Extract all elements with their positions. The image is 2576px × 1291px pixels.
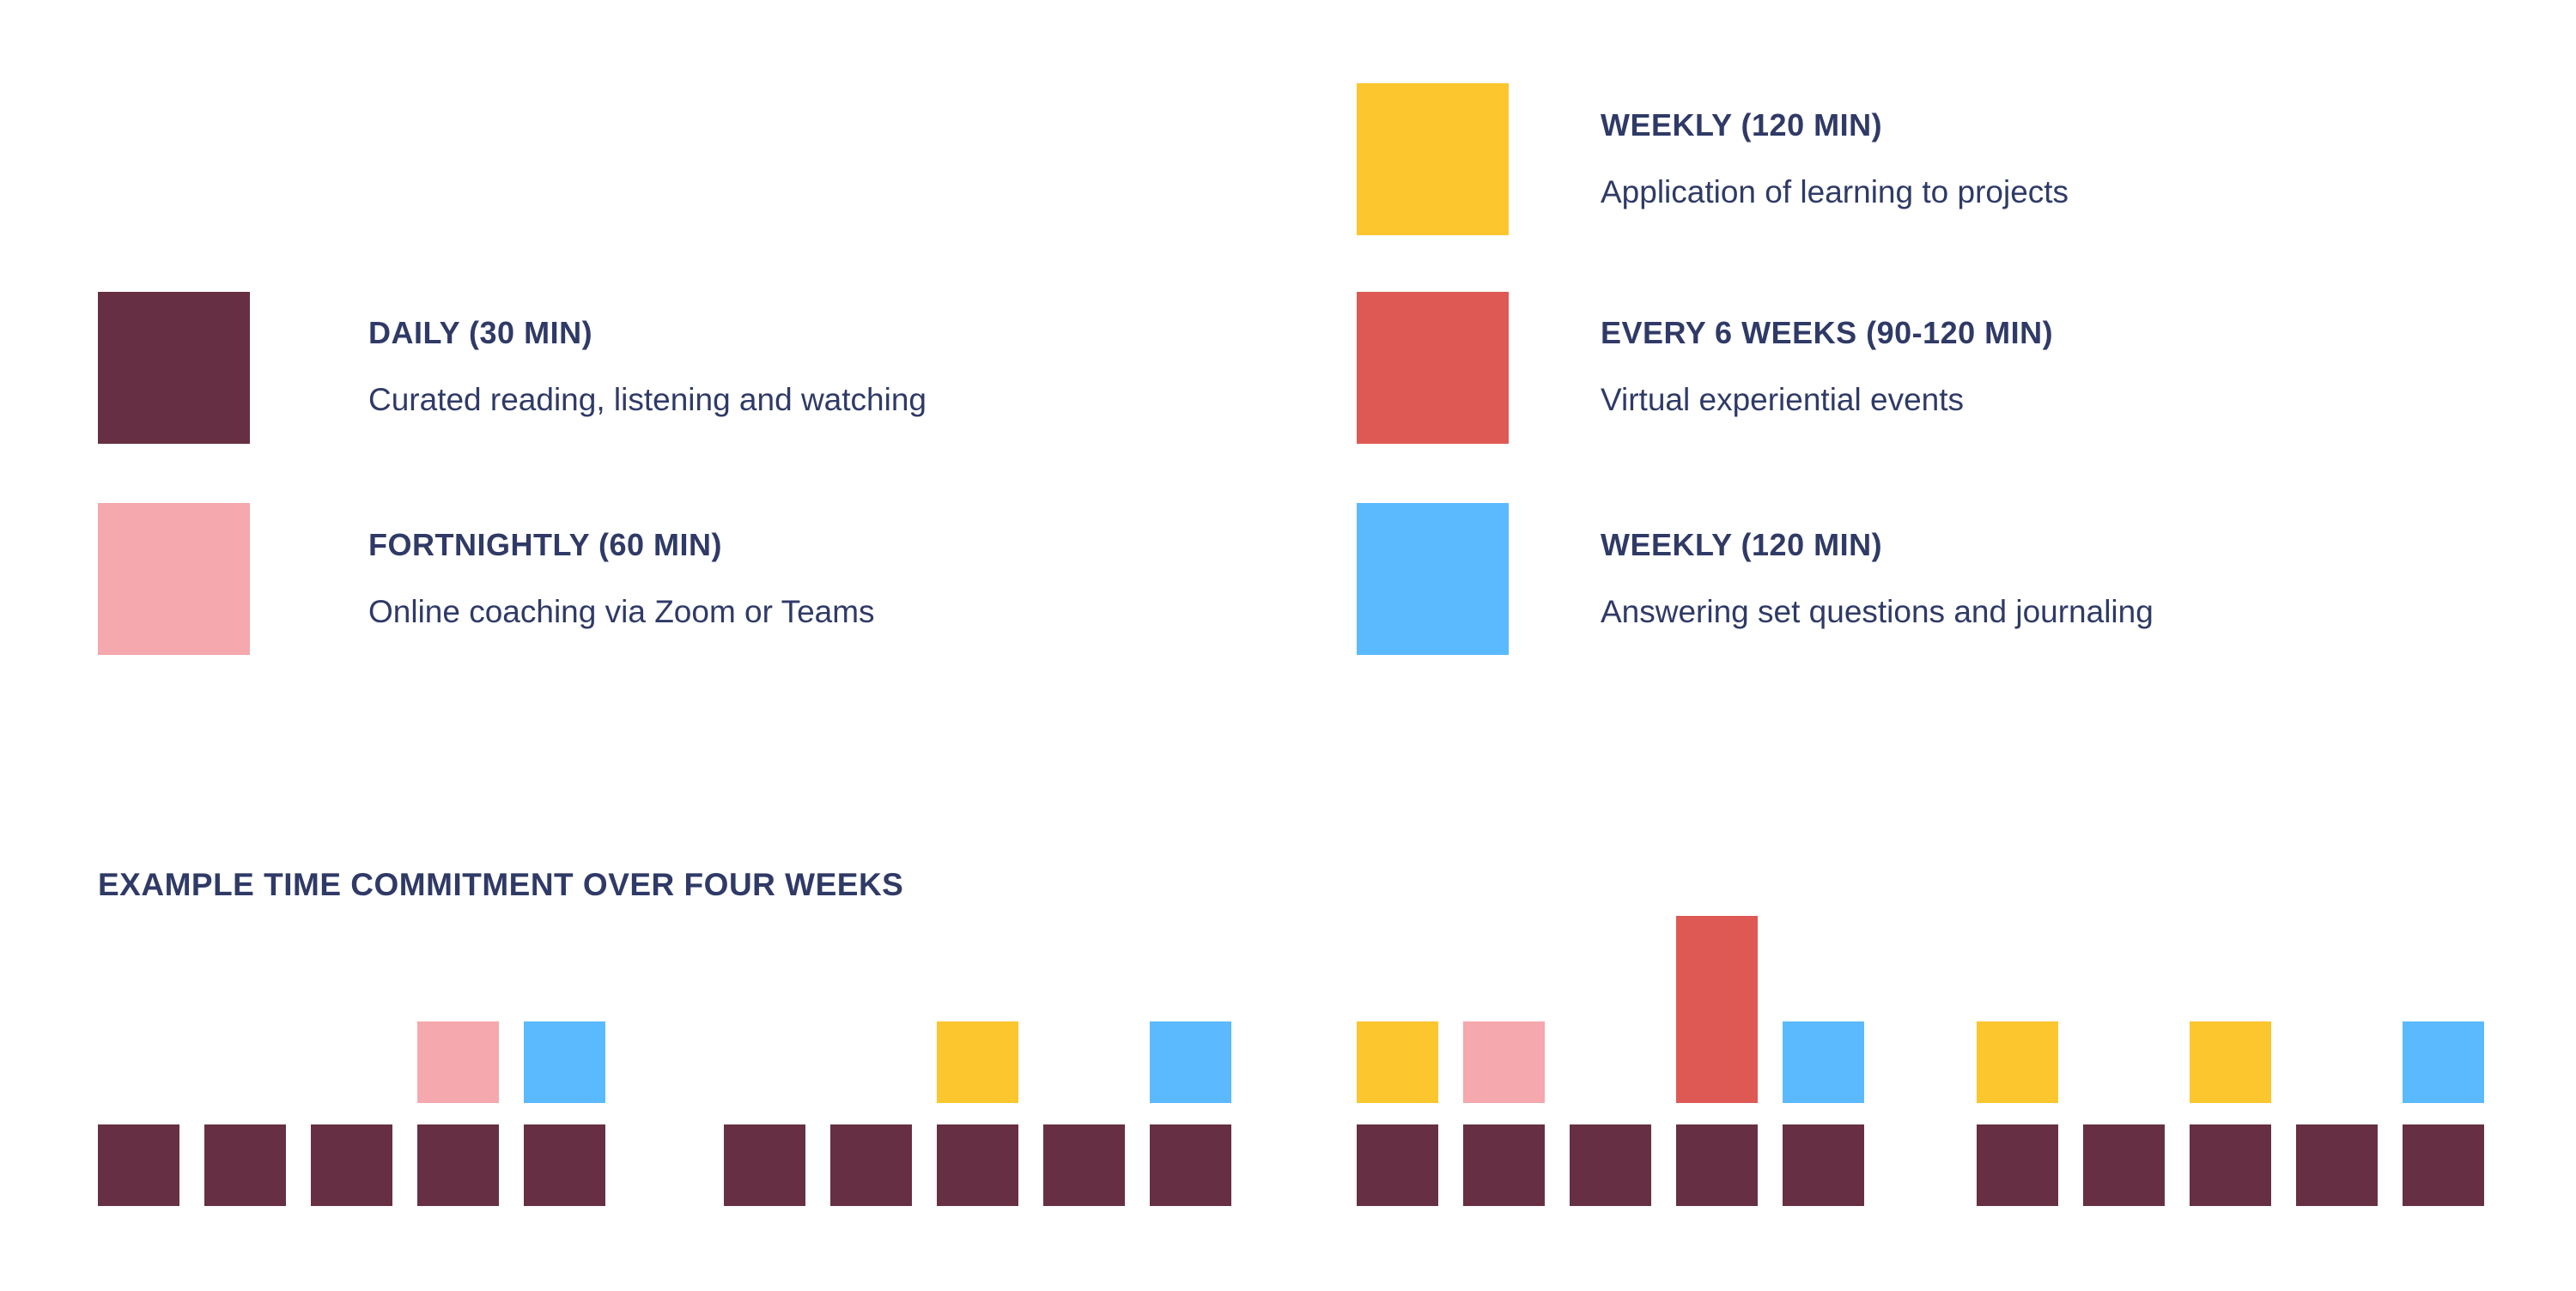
daily-block — [1357, 1124, 1438, 1206]
events-desc: Virtual experiential events — [1601, 382, 1965, 417]
daily-block — [98, 1124, 179, 1206]
weekly-application-block — [1357, 1021, 1438, 1103]
daily-block — [1150, 1124, 1231, 1206]
fortnightly-block — [1463, 1021, 1545, 1103]
weekly-application-block — [937, 1021, 1018, 1103]
fortnightly-block — [417, 1021, 499, 1103]
weekly-journaling-block — [1783, 1021, 1864, 1103]
weekly-application-block — [1977, 1021, 2058, 1103]
fortnightly-title: FORTNIGHTLY (60 MIN) — [368, 527, 723, 562]
weekly-application-title: WEEKLY (120 MIN) — [1601, 107, 1883, 142]
weekly-journaling-swatch — [1357, 503, 1509, 655]
daily-block — [524, 1124, 605, 1206]
daily-block — [1570, 1124, 1651, 1206]
weekly-application-block — [2190, 1021, 2271, 1103]
fortnightly-desc: Online coaching via Zoom or Teams — [368, 594, 875, 629]
daily-block — [1043, 1124, 1125, 1206]
daily-block — [1783, 1124, 1864, 1206]
weekly-journaling-desc: Answering set questions and journaling — [1601, 594, 2154, 629]
events-title: EVERY 6 WEEKS (90-120 MIN) — [1601, 315, 2054, 350]
daily-block — [1463, 1124, 1545, 1206]
weekly-journaling-title: WEEKLY (120 MIN) — [1601, 527, 1883, 562]
daily-desc: Curated reading, listening and watching — [368, 382, 927, 417]
daily-block — [830, 1124, 912, 1206]
daily-block — [2083, 1124, 2165, 1206]
daily-block — [2296, 1124, 2378, 1206]
daily-block — [2190, 1124, 2271, 1206]
weekly-journaling-block — [524, 1021, 605, 1103]
daily-block — [724, 1124, 805, 1206]
daily-block — [2403, 1124, 2484, 1206]
weekly-application-desc: Application of learning to projects — [1601, 174, 2069, 209]
timeline-title: EXAMPLE TIME COMMITMENT OVER FOUR WEEKS — [98, 867, 904, 902]
daily-block — [311, 1124, 392, 1206]
weekly-journaling-block — [1150, 1021, 1231, 1103]
daily-block — [204, 1124, 286, 1206]
events-block — [1676, 916, 1758, 1103]
daily-block — [1977, 1124, 2058, 1206]
daily-swatch — [98, 292, 250, 444]
weekly-journaling-block — [2403, 1021, 2484, 1103]
events-swatch — [1357, 292, 1509, 444]
fortnightly-swatch — [98, 503, 250, 655]
daily-block — [417, 1124, 499, 1206]
daily-block — [937, 1124, 1018, 1206]
daily-block — [1676, 1124, 1758, 1206]
weekly-application-swatch — [1357, 83, 1509, 235]
daily-title: DAILY (30 MIN) — [368, 315, 593, 350]
